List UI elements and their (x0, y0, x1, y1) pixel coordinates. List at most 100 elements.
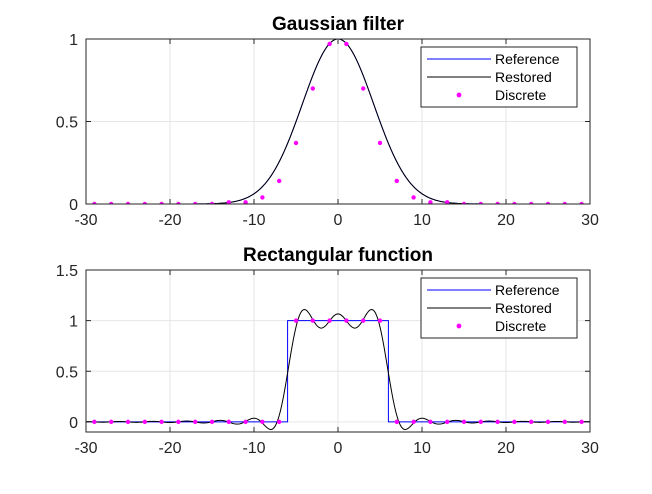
data-point-discrete (159, 419, 164, 425)
legend-label-reference: Reference (495, 282, 560, 298)
data-point-discrete (193, 201, 198, 204)
legend-swatch-discrete (456, 92, 462, 98)
chart-2: -30 -20 -10 0 10 20 30 0 0.5 1 1.5 Rectangular func… (56, 245, 599, 457)
x-tick-label: 20 (497, 212, 515, 229)
data-point-discrete (142, 201, 147, 204)
data-point-discrete (277, 178, 282, 184)
x-tick-label: 0 (334, 212, 343, 229)
data-point-discrete (562, 419, 567, 425)
data-point-discrete (579, 201, 584, 204)
data-point-discrete (512, 201, 517, 204)
data-point-discrete (377, 140, 383, 146)
data-point-discrete (176, 419, 181, 425)
data-point-discrete (159, 201, 164, 204)
x-tick-label: -20 (158, 440, 181, 457)
data-point-discrete (226, 200, 231, 204)
data-point-discrete (428, 419, 433, 425)
y-tick-label: 1 (69, 32, 78, 49)
x-tick-label: 30 (581, 440, 599, 457)
data-point-discrete (411, 195, 416, 200)
y-tick-label: 0.5 (56, 115, 78, 132)
x-tick-label: 0 (334, 440, 343, 457)
data-point-discrete (512, 419, 517, 425)
legend-label-discrete: Discrete (495, 318, 547, 334)
data-point-discrete (243, 200, 248, 204)
data-point-discrete (495, 419, 500, 425)
data-point-discrete (478, 419, 483, 425)
data-point-discrete (310, 86, 315, 91)
chart-title: Gaussian filter (272, 14, 405, 35)
data-point-discrete (411, 419, 416, 425)
legend: Reference Restored Discrete (420, 46, 578, 108)
y-tick-label: 1.5 (56, 263, 78, 280)
data-point-discrete (545, 201, 551, 204)
legend-label-restored: Restored (495, 69, 552, 85)
data-point-discrete (293, 140, 299, 146)
data-point-discrete (344, 41, 349, 47)
x-tick-label: -30 (74, 212, 97, 229)
x-tick-label: -20 (158, 212, 181, 229)
data-point-discrete (327, 318, 332, 323)
y-tick-label: 0.5 (56, 364, 78, 381)
data-point-discrete (226, 419, 231, 425)
data-point-discrete (529, 201, 534, 204)
data-point-discrete (394, 419, 399, 425)
data-point-discrete (209, 201, 215, 204)
data-point-discrete (361, 318, 366, 323)
x-tick-label: -10 (242, 212, 265, 229)
chart-1: -30 -20 -10 0 10 20 30 0 0.5 1 Gaussian filter Refe… (56, 14, 599, 229)
data-point-discrete (310, 318, 315, 323)
data-point-discrete (109, 201, 114, 204)
data-point-discrete (277, 419, 282, 425)
data-point-discrete (361, 86, 366, 91)
series-group (86, 309, 590, 430)
data-point-discrete (327, 41, 332, 47)
x-tick-label: 30 (581, 212, 599, 229)
data-point-discrete (109, 419, 114, 425)
data-point-discrete (394, 178, 399, 184)
series-line-restored (86, 309, 590, 430)
data-point-discrete (529, 419, 534, 425)
x-tick-label: -10 (242, 440, 265, 457)
data-point-discrete (562, 201, 567, 204)
data-point-discrete (92, 201, 97, 204)
data-point-discrete (461, 419, 467, 425)
data-point-discrete (445, 200, 450, 204)
legend-label-restored: Restored (495, 300, 552, 316)
legend-label-reference: Reference (495, 51, 560, 67)
y-tick-label: 0 (69, 415, 78, 432)
data-point-discrete (478, 201, 483, 204)
data-point-discrete (209, 419, 215, 425)
data-point-discrete (579, 419, 584, 425)
y-tick-label: 1 (69, 314, 78, 331)
x-tick-label: -30 (74, 440, 97, 457)
series-line-reference (86, 320, 590, 423)
data-point-discrete (461, 201, 467, 204)
data-point-discrete (260, 195, 265, 200)
data-point-discrete (293, 318, 299, 323)
data-point-discrete (125, 201, 131, 204)
data-point-discrete (377, 318, 383, 323)
data-point-discrete (344, 318, 349, 323)
data-point-discrete (545, 419, 551, 425)
data-point-discrete (142, 419, 147, 425)
data-point-discrete (260, 419, 265, 425)
chart-title: Rectangular function (243, 245, 433, 266)
data-point-discrete (495, 201, 500, 204)
x-tick-label: 10 (413, 212, 431, 229)
series-group (86, 39, 590, 204)
x-tick-label: 20 (497, 440, 515, 457)
data-point-discrete (428, 200, 433, 204)
y-tick-label: 0 (69, 197, 78, 214)
data-point-discrete (243, 419, 248, 425)
data-point-discrete (176, 201, 181, 204)
legend-swatch-discrete (456, 323, 462, 329)
legend-label-discrete: Discrete (495, 87, 547, 103)
x-tick-label: 10 (413, 440, 431, 457)
data-point-discrete (125, 419, 131, 425)
data-point-discrete (92, 419, 97, 425)
legend: Reference Restored Discrete (420, 277, 578, 339)
data-point-discrete (193, 419, 198, 425)
